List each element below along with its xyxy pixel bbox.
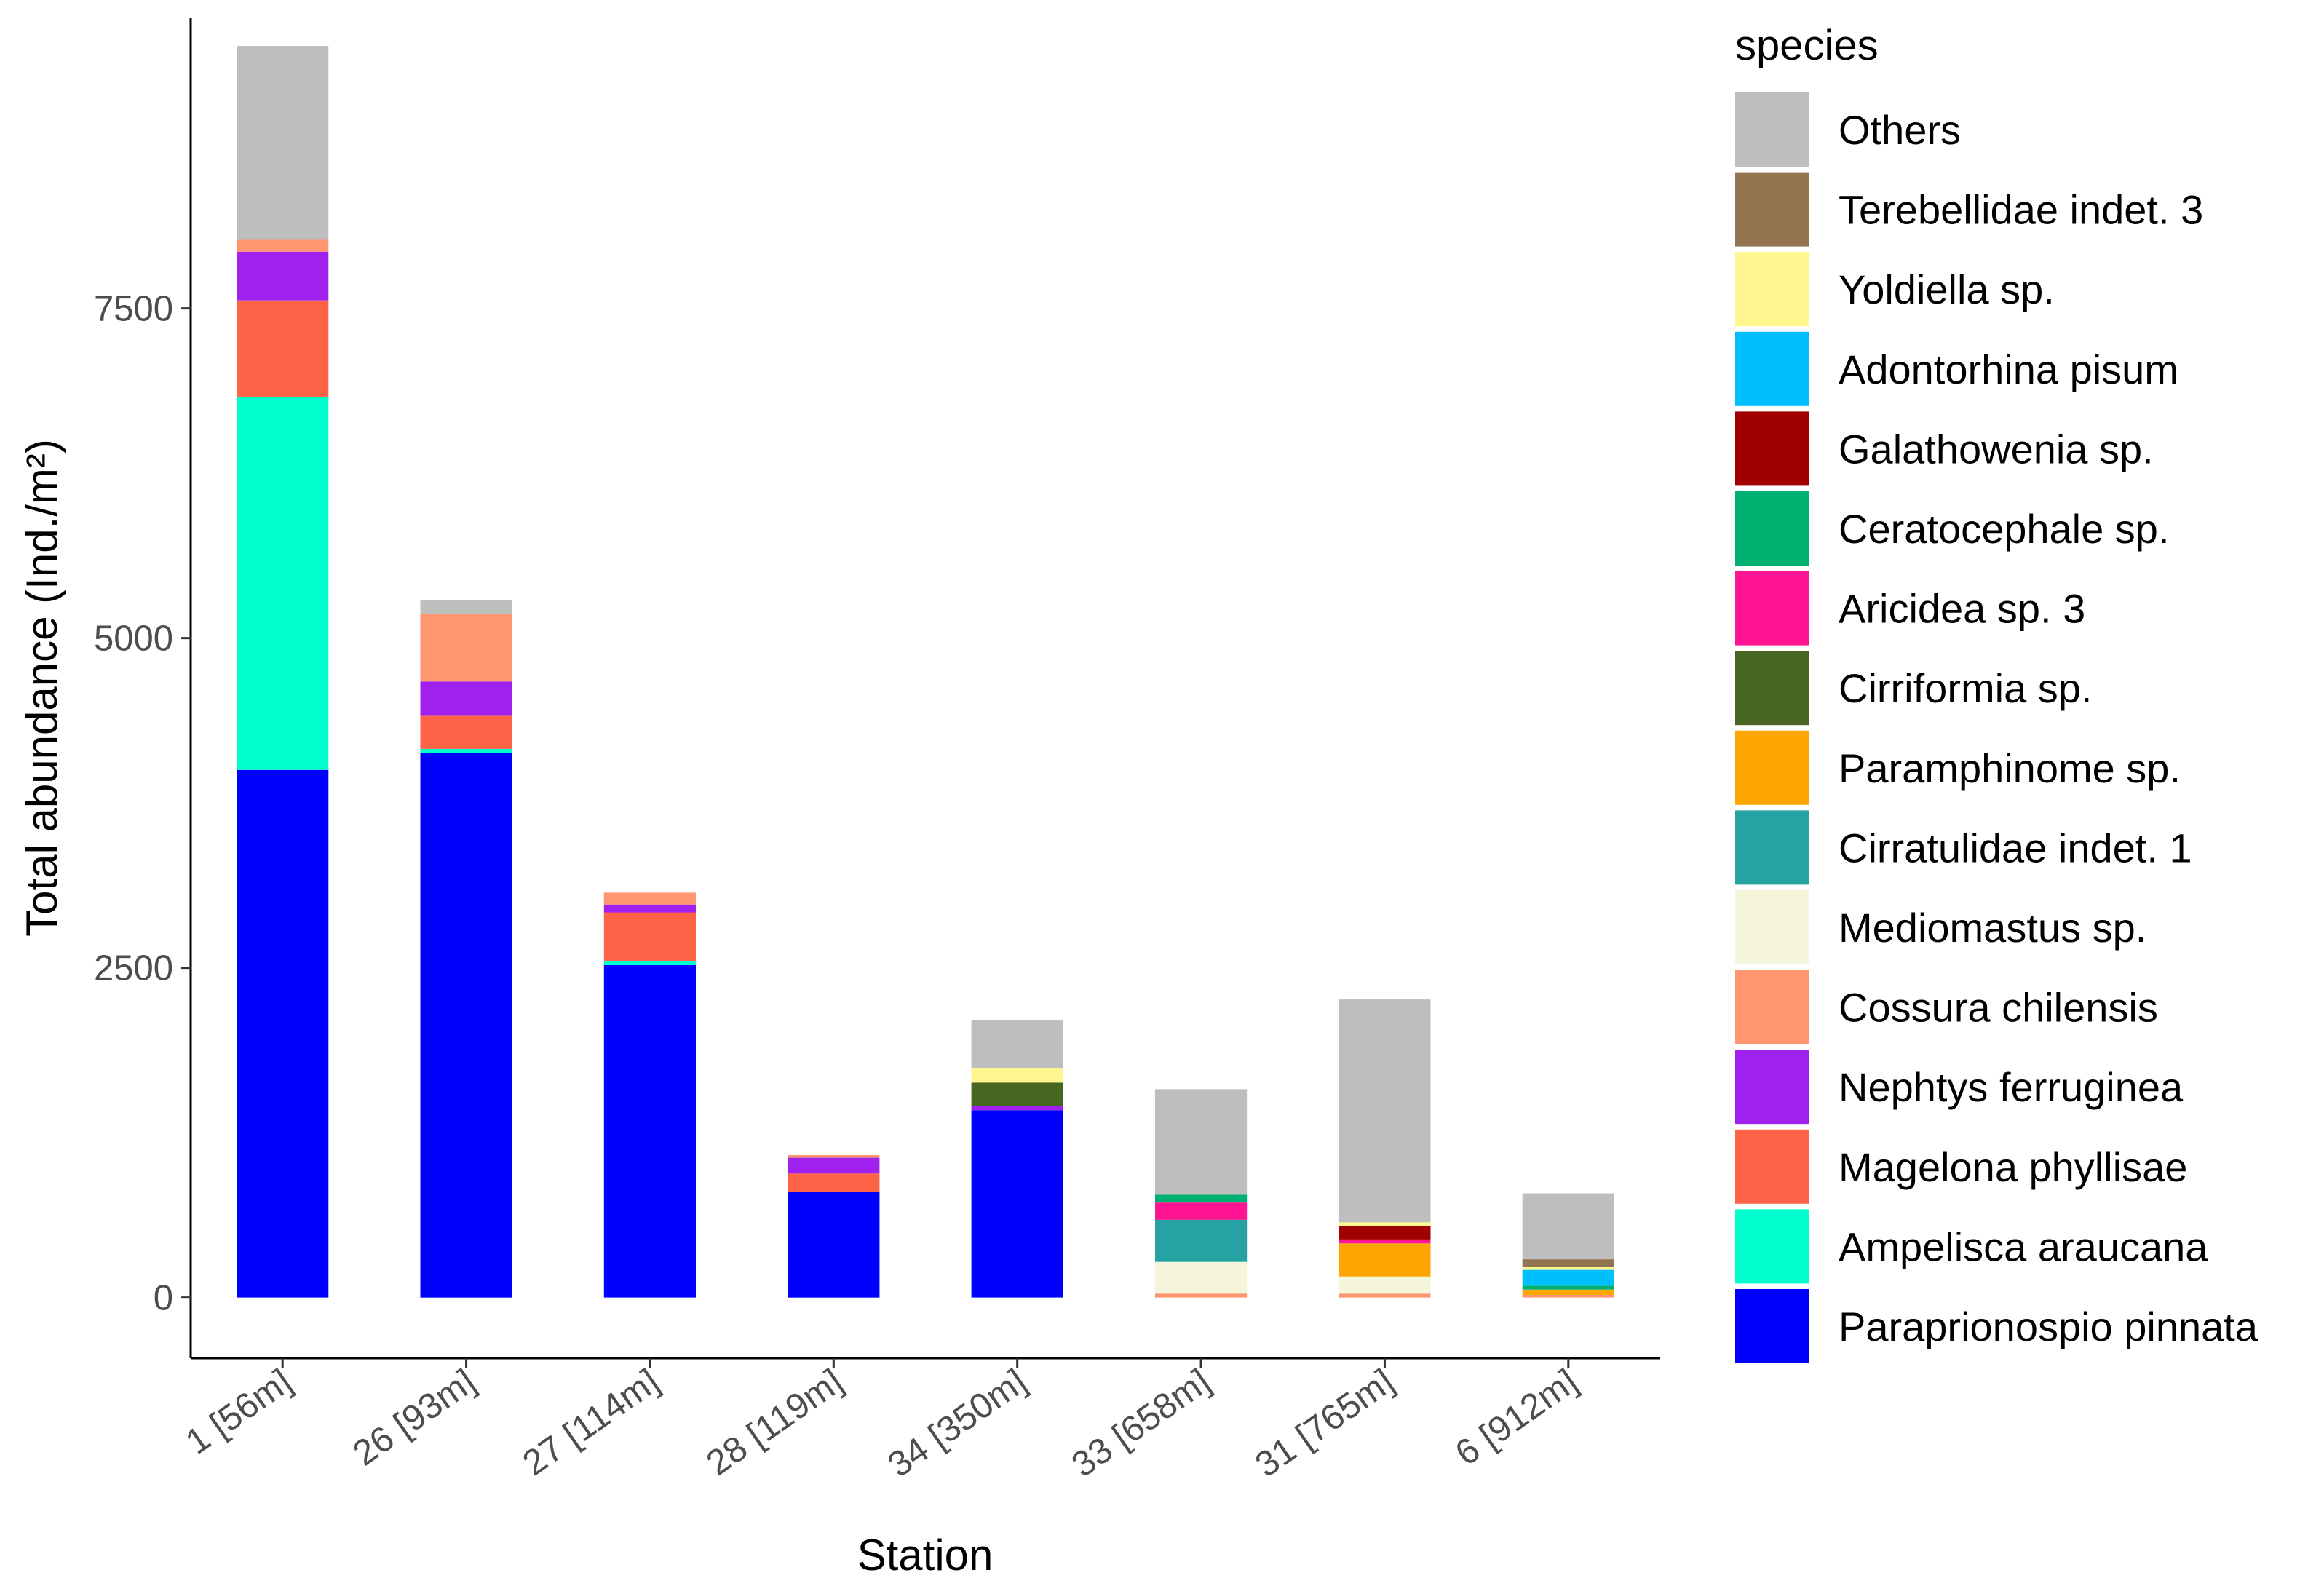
legend-key-9 bbox=[1735, 730, 1809, 805]
legend-label-14: Magelona phyllisae bbox=[1839, 1144, 2187, 1190]
x-tick-label-1: 1 [56m] bbox=[179, 1362, 299, 1462]
bar-segment-6-11 bbox=[1155, 1194, 1248, 1203]
bar-segment-8-14 bbox=[1522, 1267, 1614, 1270]
y-tick-label-4: 7500 bbox=[94, 290, 173, 329]
bar-segment-8-8 bbox=[1522, 1289, 1614, 1295]
x-tick-label-6: 33 [658m] bbox=[1065, 1362, 1217, 1485]
y-tick-label-1: 0 bbox=[154, 1279, 173, 1318]
legend-label-2: Terebellidae indet. 3 bbox=[1839, 187, 2203, 233]
bar-segment-7-16 bbox=[1339, 999, 1431, 1223]
legend-label-6: Ceratocephale sp. bbox=[1839, 506, 2170, 552]
plot-bars bbox=[237, 46, 1614, 1298]
bar-segment-3-4 bbox=[603, 904, 696, 913]
bar-segment-2-1 bbox=[420, 753, 512, 1298]
bar-segment-6-7 bbox=[1155, 1219, 1248, 1262]
legend-key-2 bbox=[1735, 172, 1809, 247]
y-axis-title: Total abundance (Ind./m²) bbox=[17, 439, 66, 937]
legend-label-10: Cirratulidae indet. 1 bbox=[1839, 825, 2192, 871]
bar-segment-1-16 bbox=[237, 46, 329, 240]
x-tick-label-8: 6 [912m] bbox=[1448, 1362, 1585, 1474]
bar-segment-6-10 bbox=[1155, 1202, 1248, 1220]
legend-key-15 bbox=[1735, 1209, 1809, 1284]
y-tick-label-2: 2500 bbox=[94, 949, 173, 988]
bar-segment-5-1 bbox=[971, 1110, 1063, 1298]
legend-label-13: Nephtys ferruginea bbox=[1839, 1064, 2184, 1110]
bar-segment-3-2 bbox=[603, 961, 696, 965]
bar-segment-8-11 bbox=[1522, 1285, 1614, 1290]
legend-label-15: Ampelisca araucana bbox=[1839, 1224, 2208, 1269]
legend-key-11 bbox=[1735, 890, 1809, 964]
bar-segment-8-16 bbox=[1522, 1193, 1614, 1260]
bar-segment-5-16 bbox=[971, 1020, 1063, 1068]
bar-segment-3-5 bbox=[603, 892, 696, 905]
bar-segment-3-3 bbox=[603, 912, 696, 961]
bar-segment-5-9 bbox=[971, 1082, 1063, 1106]
bar-segment-7-10 bbox=[1339, 1239, 1431, 1244]
bar-segment-6-6 bbox=[1155, 1261, 1248, 1294]
x-axis-ticks: 1 [56m] 26 [93m] 27 [114m] 28 [119m] 34 [350… bbox=[179, 1358, 1585, 1485]
x-axis-title: Station bbox=[857, 1531, 994, 1579]
bar-segment-4-4 bbox=[788, 1157, 880, 1174]
x-tick-label-5: 34 [350m] bbox=[881, 1362, 1034, 1485]
legend-key-1 bbox=[1735, 92, 1809, 167]
x-tick-label-2: 26 [93m] bbox=[346, 1362, 483, 1474]
bar-segment-7-8 bbox=[1339, 1243, 1431, 1277]
legend-label-4: Adontorhina pisum bbox=[1839, 346, 2178, 392]
legend-items: Others Terebellidae indet. 3 Yoldiella sp.… bbox=[1735, 92, 2258, 1363]
legend-key-10 bbox=[1735, 810, 1809, 885]
legend-label-12: Cossura chilensis bbox=[1839, 985, 2158, 1031]
bar-segment-3-1 bbox=[603, 965, 696, 1298]
legend-label-8: Cirriformia sp. bbox=[1839, 665, 2092, 711]
bar-segment-1-3 bbox=[237, 300, 329, 397]
legend: species Others Terebellidae indet. 3 Yoldi… bbox=[1735, 22, 2258, 1363]
bar-segment-1-4 bbox=[237, 251, 329, 301]
legend-label-7: Aricidea sp. 3 bbox=[1839, 586, 2085, 632]
bar-segment-2-5 bbox=[420, 614, 512, 682]
legend-label-5: Galathowenia sp. bbox=[1839, 426, 2154, 472]
legend-label-9: Paramphinome sp. bbox=[1839, 745, 2181, 791]
bar-segment-6-5 bbox=[1155, 1293, 1248, 1298]
legend-key-3 bbox=[1735, 252, 1809, 327]
bar-segment-4-1 bbox=[788, 1192, 880, 1298]
legend-key-8 bbox=[1735, 651, 1809, 726]
legend-label-16: Paraprionospio pinnata bbox=[1839, 1304, 2258, 1349]
bar-segment-1-2 bbox=[237, 397, 329, 770]
legend-key-5 bbox=[1735, 411, 1809, 486]
bar-segment-7-14 bbox=[1339, 1222, 1431, 1226]
bar-segment-6-16 bbox=[1155, 1089, 1248, 1195]
bar-segment-4-3 bbox=[788, 1173, 880, 1192]
bar-segment-2-3 bbox=[420, 715, 512, 749]
bar-segment-8-13 bbox=[1522, 1269, 1614, 1286]
x-tick-label-4: 28 [119m] bbox=[699, 1362, 850, 1483]
bar-segment-7-12 bbox=[1339, 1226, 1431, 1240]
legend-key-7 bbox=[1735, 571, 1809, 646]
legend-key-6 bbox=[1735, 491, 1809, 566]
legend-key-12 bbox=[1735, 970, 1809, 1044]
bar-segment-8-5 bbox=[1522, 1295, 1614, 1298]
legend-key-13 bbox=[1735, 1050, 1809, 1125]
bar-segment-4-5 bbox=[788, 1155, 880, 1158]
legend-label-3: Yoldiella sp. bbox=[1839, 266, 2055, 312]
y-axis-ticks: 0 2500 5000 7500 bbox=[94, 290, 191, 1318]
bar-segment-1-1 bbox=[237, 769, 329, 1298]
bar-segment-2-16 bbox=[420, 600, 512, 614]
bar-segment-5-4 bbox=[971, 1106, 1063, 1111]
bar-segment-2-4 bbox=[420, 681, 512, 716]
bar-segment-5-14 bbox=[971, 1068, 1063, 1083]
y-tick-label-3: 5000 bbox=[94, 619, 173, 659]
legend-key-4 bbox=[1735, 331, 1809, 406]
legend-label-11: Mediomastus sp. bbox=[1839, 905, 2146, 951]
bar-segment-7-6 bbox=[1339, 1276, 1431, 1294]
legend-label-1: Others bbox=[1839, 107, 1961, 153]
bar-segment-7-5 bbox=[1339, 1293, 1431, 1298]
legend-title: species bbox=[1735, 22, 1879, 69]
bar-segment-1-5 bbox=[237, 239, 329, 252]
bar-segment-8-15 bbox=[1522, 1259, 1614, 1267]
bar-segment-2-2 bbox=[420, 748, 512, 753]
x-tick-label-7: 31 [765m] bbox=[1248, 1362, 1400, 1485]
legend-key-14 bbox=[1735, 1129, 1809, 1204]
x-tick-label-3: 27 [114m] bbox=[516, 1362, 667, 1483]
legend-key-16 bbox=[1735, 1289, 1809, 1363]
